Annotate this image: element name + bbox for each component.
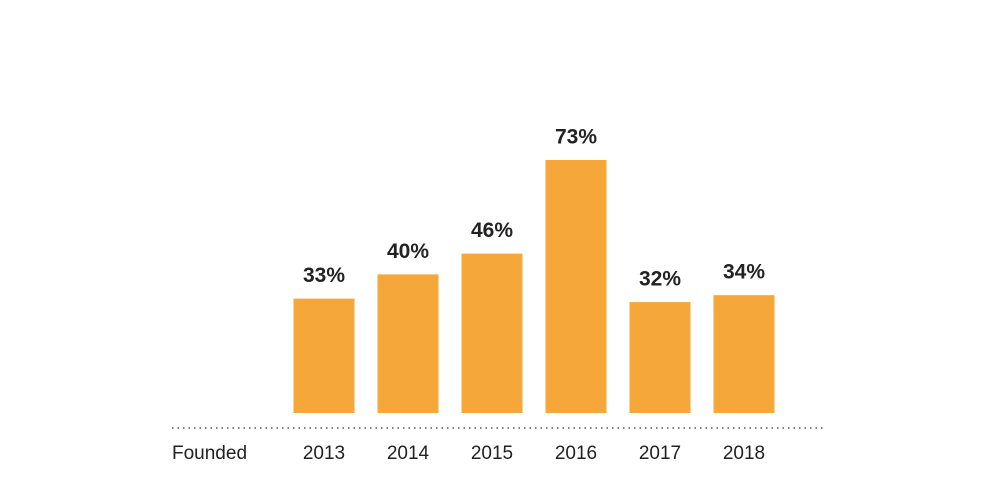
value-label: 73% [555,126,597,149]
x-tick-label: 2014 [387,443,430,464]
bar [461,253,523,413]
value-label: 46% [471,219,513,242]
bar [713,295,775,413]
value-label: 33% [303,264,345,287]
bar [293,298,355,413]
bar [629,302,691,413]
x-tick-label: 2017 [639,443,681,464]
x-tick-label: 2016 [555,443,597,464]
x-tick-label: 2015 [471,443,513,464]
bar [377,274,439,413]
x-tick-label: 2018 [723,443,765,464]
value-label: 34% [723,261,765,284]
bar [545,160,607,413]
value-label: 40% [387,240,429,263]
x-axis-label: Founded [172,443,247,464]
x-tick-label: 2013 [303,443,345,464]
value-label: 32% [639,268,681,291]
